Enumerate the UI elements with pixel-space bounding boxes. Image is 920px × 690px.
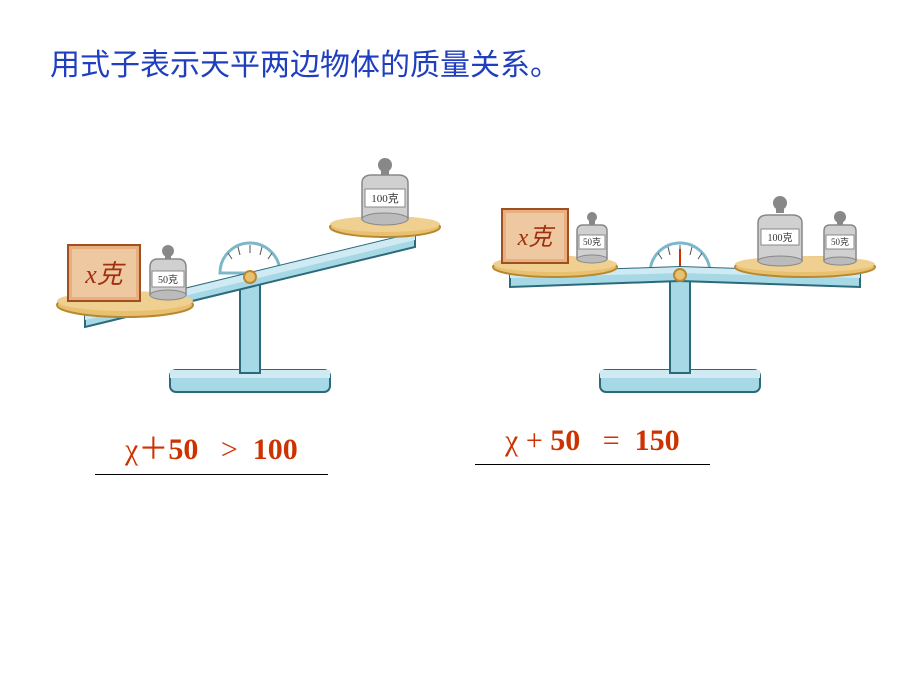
plus-symbol: ＋ <box>138 433 168 466</box>
operator: > <box>221 433 238 466</box>
block-label: x克 <box>517 224 556 251</box>
chi-symbol: χ <box>505 424 518 457</box>
pivot <box>674 269 686 281</box>
weight-100: 100克 <box>362 158 408 225</box>
balance-scale-left: x克 50克 100克 <box>50 145 430 375</box>
block-label: x克 <box>84 260 127 289</box>
rhs-num: 150 <box>635 424 680 457</box>
weight-label: 50克 <box>158 274 178 286</box>
lhs-num: 50 <box>168 433 198 466</box>
weight-50: 50克 <box>150 245 186 300</box>
lhs-num: 50 <box>550 424 580 457</box>
rhs-num: 100 <box>253 433 298 466</box>
equation-1: χ＋50 > 100 <box>95 420 328 475</box>
block-x: x克 <box>502 209 568 263</box>
scale-column <box>670 275 690 373</box>
weight-50: 50克 <box>577 212 607 263</box>
left-pan: x克 50克 <box>57 245 193 317</box>
page-title: 用式子表示天平两边物体的质量关系。 <box>50 40 560 84</box>
plus-symbol: + <box>518 424 550 457</box>
right-pan: 100克 <box>330 158 440 237</box>
pivot <box>244 271 256 283</box>
weight-label: 50克 <box>583 237 601 247</box>
weight-100: 100克 <box>758 196 802 266</box>
block-x: x克 <box>68 245 140 301</box>
right-pan: 100克 50克 <box>735 196 875 277</box>
weight-label: 100克 <box>768 232 793 244</box>
left-pan: x克 50克 <box>493 209 617 277</box>
weight-label: 100克 <box>371 192 399 205</box>
weight-label: 50克 <box>831 237 849 247</box>
weight-50b: 50克 <box>824 211 856 265</box>
equation-2: χ + 50 = 150 <box>475 420 710 465</box>
chi-symbol: χ <box>125 433 138 466</box>
operator: = <box>603 424 620 457</box>
balance-scale-right: x克 50克 100克 <box>490 145 870 375</box>
